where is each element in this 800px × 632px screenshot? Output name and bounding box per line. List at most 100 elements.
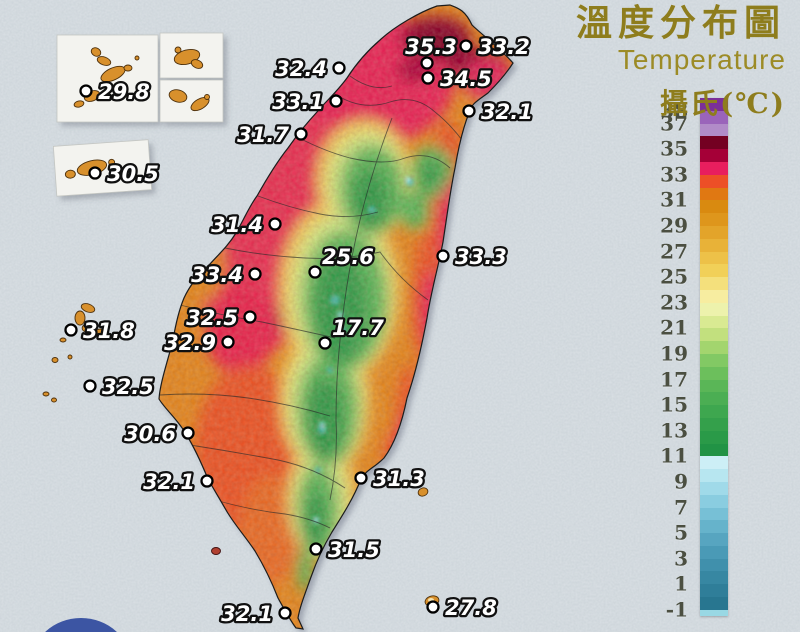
- legend-color-segment: [700, 584, 728, 598]
- logo-circle: [45, 618, 117, 632]
- station-33.2: 33.2: [459, 33, 532, 61]
- station-temperature-label: 30.6: [124, 422, 176, 446]
- legend-color-segment: [700, 213, 728, 226]
- station-temperature-label: 31.8: [83, 319, 135, 343]
- legend-color-segment: [700, 520, 728, 534]
- station-dot: [308, 265, 322, 279]
- inset-islands: [64, 46, 210, 179]
- legend-color-segment: [700, 379, 728, 393]
- station-dot: [278, 606, 292, 620]
- station-temperature-label: 25.6: [322, 245, 374, 269]
- legend-color-segment: [700, 443, 728, 457]
- station-31.8: 31.8: [64, 317, 137, 345]
- legend-color-segment: [700, 200, 728, 214]
- legend-color-segment: [700, 545, 728, 559]
- station-dot: [459, 39, 473, 53]
- legend-color-segment: [700, 430, 728, 444]
- station-34.5: 34.5: [421, 65, 494, 93]
- legend-color-segment: [700, 456, 728, 470]
- station-dot: [221, 335, 235, 349]
- station-29.8: 29.8: [79, 78, 152, 106]
- station-dot: [354, 471, 368, 485]
- station-27.8: 27.8: [426, 594, 499, 622]
- station-dot: [329, 94, 343, 108]
- legend-color-segment: [700, 277, 728, 290]
- legend-color-segment: [700, 149, 728, 162]
- station-temperature-label: 34.5: [440, 67, 492, 91]
- legend-color-segment: [700, 494, 728, 508]
- station-temperature-label: 27.8: [445, 596, 497, 620]
- station-temperature-label: 33.2: [478, 35, 530, 59]
- station-dot: [243, 310, 257, 324]
- station-32.1: 32.1: [219, 600, 292, 628]
- station-dot: [200, 474, 214, 488]
- station-35.3: 35.3: [403, 33, 459, 70]
- legend-color-segment: [700, 315, 728, 329]
- legend-color-segment: [700, 609, 728, 616]
- station-31.7: 31.7: [235, 121, 308, 149]
- station-dot: [426, 600, 440, 614]
- station-temperature-label: 33.3: [455, 245, 507, 269]
- legend-color-segment: [700, 161, 728, 175]
- station-temperature-label: 32.1: [143, 470, 195, 494]
- station-32.5: 32.5: [184, 304, 257, 332]
- station-dot: [294, 127, 308, 141]
- legend-color-segment: [700, 533, 728, 546]
- station-32.1: 32.1: [141, 468, 214, 496]
- legend-color-segment: [700, 558, 728, 572]
- legend-color-segment: [700, 136, 728, 150]
- legend-color-segment: [700, 366, 728, 380]
- station-dot: [64, 323, 78, 337]
- legend-color-segment: [700, 174, 728, 188]
- station-temperature-label: 31.3: [373, 467, 425, 491]
- legend-color-segment: [700, 481, 728, 495]
- station-temperature-label: 35.3: [405, 35, 457, 59]
- legend-color-segment: [700, 405, 728, 418]
- station-33.1: 33.1: [270, 88, 343, 116]
- station-dot: [248, 267, 262, 281]
- station-temperature-label: 29.8: [98, 80, 150, 104]
- legend-color-segment: [700, 353, 728, 367]
- legend-color-segment: [700, 264, 728, 278]
- station-temperature-label: 31.5: [328, 538, 380, 562]
- legend-color-segment: [700, 507, 728, 521]
- legend-color-segment: [700, 98, 728, 111]
- station-temperature-label: 33.4: [191, 263, 243, 287]
- station-dot: [79, 84, 93, 98]
- station-temperature-label: 32.9: [164, 331, 216, 355]
- temperature-color-scale: [700, 98, 728, 616]
- station-dot: [88, 166, 102, 180]
- station-temperature-label: 31.4: [211, 213, 263, 237]
- station-31.4: 31.4: [209, 211, 282, 239]
- county-boundaries: [159, 75, 463, 529]
- station-temperature-label: 32.5: [186, 306, 238, 330]
- station-temperature-label: 33.1: [272, 90, 324, 114]
- station-dot: [420, 56, 434, 70]
- station-30.5: 30.5: [88, 160, 161, 188]
- legend-color-segment: [700, 341, 728, 354]
- station-dot: [181, 426, 195, 440]
- legend-color-segment: [700, 251, 728, 265]
- legend-color-segment: [700, 597, 728, 610]
- station-temperature-label: 32.4: [275, 57, 327, 81]
- legend-color-segment: [700, 571, 728, 585]
- station-dot: [332, 61, 346, 75]
- station-temperature-label: 31.7: [237, 123, 289, 147]
- legend-color-segment: [700, 302, 728, 316]
- station-32.9: 32.9: [162, 329, 235, 357]
- legend-color-segment: [700, 417, 728, 431]
- station-32.5: 32.5: [83, 373, 156, 401]
- station-temperature-label: 30.5: [107, 162, 159, 186]
- legend-color-segment: [700, 110, 728, 124]
- legend-color-segment: [700, 187, 728, 201]
- legend-color-segment: [700, 469, 728, 482]
- legend-color-segment: [700, 289, 728, 303]
- station-dot: [309, 542, 323, 556]
- station-30.6: 30.6: [122, 420, 195, 448]
- station-33.4: 33.4: [189, 261, 262, 289]
- island-insets: [52, 32, 227, 201]
- legend-color-segment: [700, 123, 728, 137]
- station-32.1: 32.1: [462, 98, 535, 126]
- legend-color-segment: [700, 392, 728, 406]
